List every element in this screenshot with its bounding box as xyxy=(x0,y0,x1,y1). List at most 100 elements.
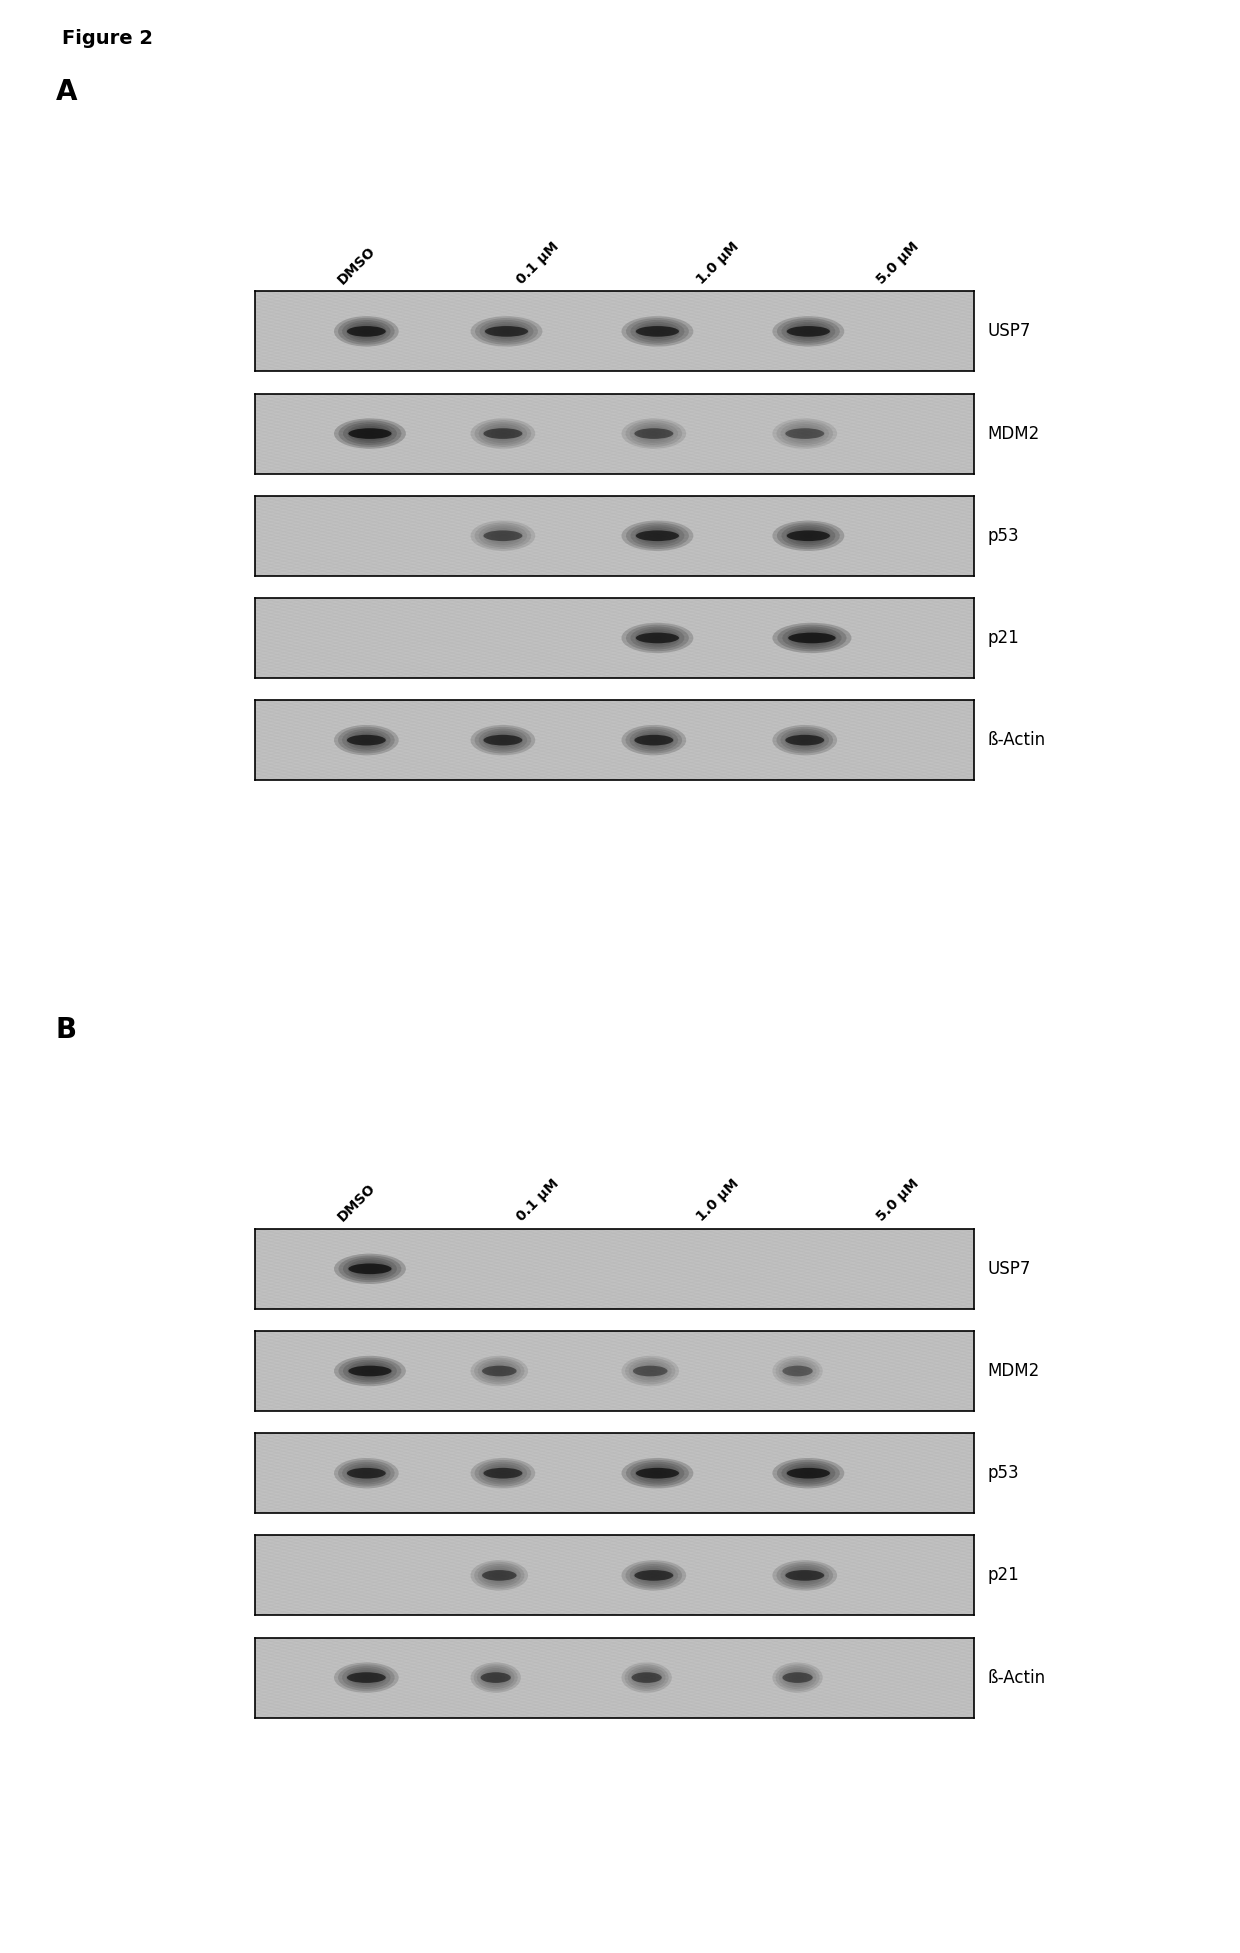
Ellipse shape xyxy=(355,1672,378,1683)
Ellipse shape xyxy=(480,1668,511,1687)
Ellipse shape xyxy=(339,1664,394,1691)
Ellipse shape xyxy=(635,322,680,342)
Ellipse shape xyxy=(356,1264,383,1275)
Text: USP7: USP7 xyxy=(987,1260,1030,1277)
Ellipse shape xyxy=(790,527,826,543)
Ellipse shape xyxy=(350,1670,382,1685)
Ellipse shape xyxy=(634,1566,675,1586)
Ellipse shape xyxy=(789,1672,807,1683)
Ellipse shape xyxy=(477,1666,515,1689)
Ellipse shape xyxy=(491,734,515,746)
Ellipse shape xyxy=(773,725,837,756)
Ellipse shape xyxy=(334,1355,405,1387)
Ellipse shape xyxy=(773,418,837,449)
Ellipse shape xyxy=(775,1664,820,1691)
Ellipse shape xyxy=(621,316,693,346)
Ellipse shape xyxy=(484,734,522,746)
Ellipse shape xyxy=(636,1469,680,1478)
Ellipse shape xyxy=(779,1359,816,1383)
Ellipse shape xyxy=(470,1662,521,1693)
Ellipse shape xyxy=(475,420,531,447)
Ellipse shape xyxy=(346,322,387,342)
Ellipse shape xyxy=(487,426,520,441)
Text: p53: p53 xyxy=(987,527,1019,545)
Ellipse shape xyxy=(347,1260,392,1279)
Ellipse shape xyxy=(779,1666,816,1689)
Ellipse shape xyxy=(789,633,836,643)
Text: p21: p21 xyxy=(987,629,1019,646)
Ellipse shape xyxy=(635,428,673,439)
Ellipse shape xyxy=(474,1357,525,1385)
Ellipse shape xyxy=(630,422,678,445)
Ellipse shape xyxy=(347,1469,386,1478)
Ellipse shape xyxy=(484,428,522,439)
Ellipse shape xyxy=(356,1365,383,1377)
Ellipse shape xyxy=(644,633,671,644)
Ellipse shape xyxy=(621,623,693,652)
Ellipse shape xyxy=(475,727,531,754)
Ellipse shape xyxy=(355,734,378,746)
Ellipse shape xyxy=(470,521,536,551)
Ellipse shape xyxy=(782,627,842,648)
Ellipse shape xyxy=(481,1566,517,1586)
Ellipse shape xyxy=(640,324,676,340)
Ellipse shape xyxy=(630,728,678,752)
Ellipse shape xyxy=(470,316,542,346)
Ellipse shape xyxy=(482,424,523,443)
Ellipse shape xyxy=(339,318,394,344)
Ellipse shape xyxy=(342,1666,391,1689)
Ellipse shape xyxy=(489,324,525,340)
Ellipse shape xyxy=(334,1459,399,1488)
Ellipse shape xyxy=(636,633,680,643)
Text: DMSO: DMSO xyxy=(335,244,378,287)
Ellipse shape xyxy=(347,734,386,746)
Ellipse shape xyxy=(630,1564,678,1586)
Ellipse shape xyxy=(786,1463,831,1482)
Ellipse shape xyxy=(484,322,529,342)
Ellipse shape xyxy=(789,732,821,748)
Ellipse shape xyxy=(625,1357,676,1385)
Ellipse shape xyxy=(781,523,836,547)
Ellipse shape xyxy=(780,728,830,752)
Ellipse shape xyxy=(625,420,682,447)
Ellipse shape xyxy=(782,1361,813,1381)
Ellipse shape xyxy=(786,525,831,545)
Ellipse shape xyxy=(479,1461,527,1484)
Ellipse shape xyxy=(484,1670,508,1685)
Ellipse shape xyxy=(480,320,533,344)
Ellipse shape xyxy=(485,1568,513,1584)
Ellipse shape xyxy=(635,629,680,648)
Text: 5.0 μM: 5.0 μM xyxy=(874,240,921,287)
Ellipse shape xyxy=(634,424,675,443)
Ellipse shape xyxy=(777,523,839,549)
Ellipse shape xyxy=(644,326,671,338)
Ellipse shape xyxy=(485,326,528,336)
Ellipse shape xyxy=(479,523,527,547)
Ellipse shape xyxy=(630,1461,684,1484)
Text: MDM2: MDM2 xyxy=(987,424,1039,443)
Ellipse shape xyxy=(470,1459,536,1488)
Ellipse shape xyxy=(621,1662,672,1693)
Ellipse shape xyxy=(339,1461,394,1486)
Ellipse shape xyxy=(334,316,399,346)
Ellipse shape xyxy=(785,734,825,746)
Text: ß-Actin: ß-Actin xyxy=(987,730,1045,750)
Ellipse shape xyxy=(352,1262,388,1277)
Ellipse shape xyxy=(786,322,831,342)
Ellipse shape xyxy=(649,1469,666,1476)
Ellipse shape xyxy=(795,529,822,541)
Ellipse shape xyxy=(636,531,680,541)
Ellipse shape xyxy=(334,418,405,449)
Ellipse shape xyxy=(358,736,374,744)
Ellipse shape xyxy=(641,1570,666,1582)
Ellipse shape xyxy=(629,1359,672,1383)
Ellipse shape xyxy=(350,732,382,748)
Ellipse shape xyxy=(491,1467,515,1478)
Ellipse shape xyxy=(626,1461,689,1486)
Ellipse shape xyxy=(347,1361,392,1381)
Ellipse shape xyxy=(785,730,825,750)
Ellipse shape xyxy=(339,1357,402,1385)
Ellipse shape xyxy=(782,1668,813,1687)
Ellipse shape xyxy=(348,428,392,439)
Ellipse shape xyxy=(640,1465,676,1480)
